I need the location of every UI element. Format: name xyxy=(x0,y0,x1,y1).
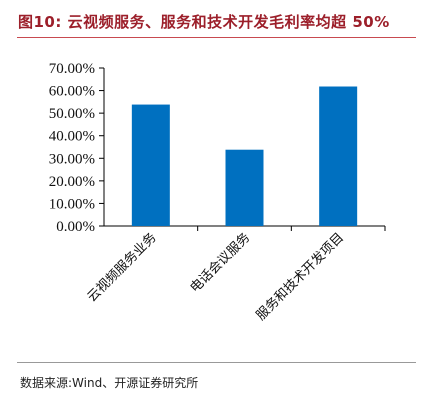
y-tick-label: 40.00% xyxy=(49,129,95,145)
y-tick-label: 30.00% xyxy=(49,151,95,167)
bar xyxy=(131,104,170,226)
y-tick-label: 10.00% xyxy=(49,196,95,212)
source-divider xyxy=(17,362,416,363)
x-category-label: 电话会议服务 xyxy=(187,230,253,296)
y-tick-label: 20.00% xyxy=(49,174,95,190)
figure-title: 图10: 云视频服务、服务和技术开发毛利率均超 50% xyxy=(18,13,390,31)
bar-chart: 0.00% 10.00% 20.00% 30.00% 40.00% 50.00% 60.00… xyxy=(49,61,386,324)
y-tick-label: 70.00% xyxy=(49,61,95,77)
y-tick-label: 50.00% xyxy=(49,106,95,122)
x-category-label: 云视频服务业务 xyxy=(84,230,160,306)
y-tick-label: 0.00% xyxy=(56,219,95,235)
bar xyxy=(225,149,264,226)
y-tick-label: 60.00% xyxy=(49,84,95,100)
data-source: 数据来源:Wind、开源证券研究所 xyxy=(20,376,199,390)
x-category-label: 服务和技术开发项目 xyxy=(253,230,347,324)
title-divider xyxy=(17,37,416,38)
bar xyxy=(319,86,358,226)
